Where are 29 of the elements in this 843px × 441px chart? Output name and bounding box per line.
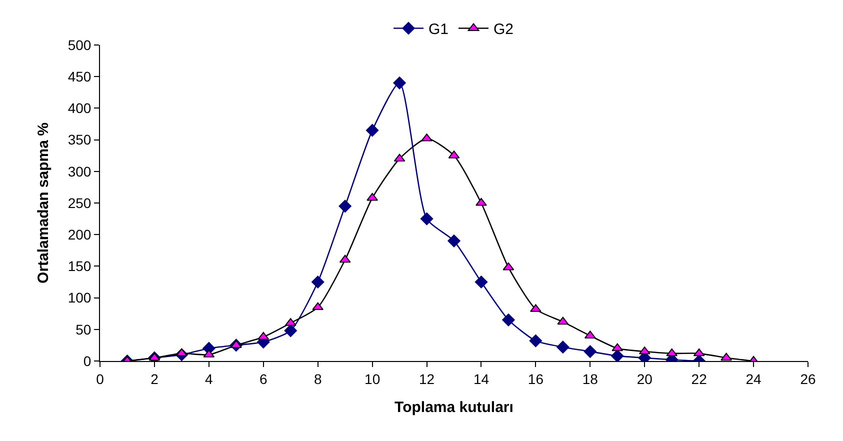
x-tick-label: 14	[473, 370, 490, 387]
y-tick-label: 400	[68, 100, 92, 116]
y-tick-label: 300	[68, 163, 92, 180]
x-tick-label: 20	[636, 370, 653, 387]
y-axis-title: Ortalamadan sapma %	[35, 122, 52, 284]
y-tick-label: 150	[68, 258, 92, 274]
legend-label: G2	[494, 21, 514, 38]
y-tick-label: 100	[68, 290, 92, 306]
x-tick-label: 16	[528, 370, 544, 387]
legend-label: G1	[428, 21, 449, 38]
x-tick-label: 6	[259, 370, 268, 387]
y-tick-label: 50	[76, 321, 92, 338]
x-tick-label: 12	[418, 370, 435, 387]
x-tick-label: 18	[582, 370, 598, 387]
x-tick-label: 8	[314, 370, 322, 387]
x-tick-label: 26	[800, 370, 816, 387]
x-tick-label: 24	[746, 370, 762, 387]
x-tick-label: 4	[205, 370, 214, 387]
y-tick-label: 0	[83, 352, 92, 369]
x-tick-label: 2	[150, 370, 159, 387]
y-tick-label: 250	[68, 194, 92, 211]
y-tick-label: 500	[68, 36, 92, 53]
x-axis-title: Toplama kutuları	[394, 398, 514, 416]
x-tick-label: 10	[364, 370, 380, 387]
y-tick-label: 200	[68, 226, 92, 242]
y-tick-label: 450	[68, 68, 92, 84]
x-tick-label: 0	[96, 370, 104, 387]
y-tick-label: 350	[68, 132, 92, 148]
x-tick-label: 22	[691, 370, 708, 387]
